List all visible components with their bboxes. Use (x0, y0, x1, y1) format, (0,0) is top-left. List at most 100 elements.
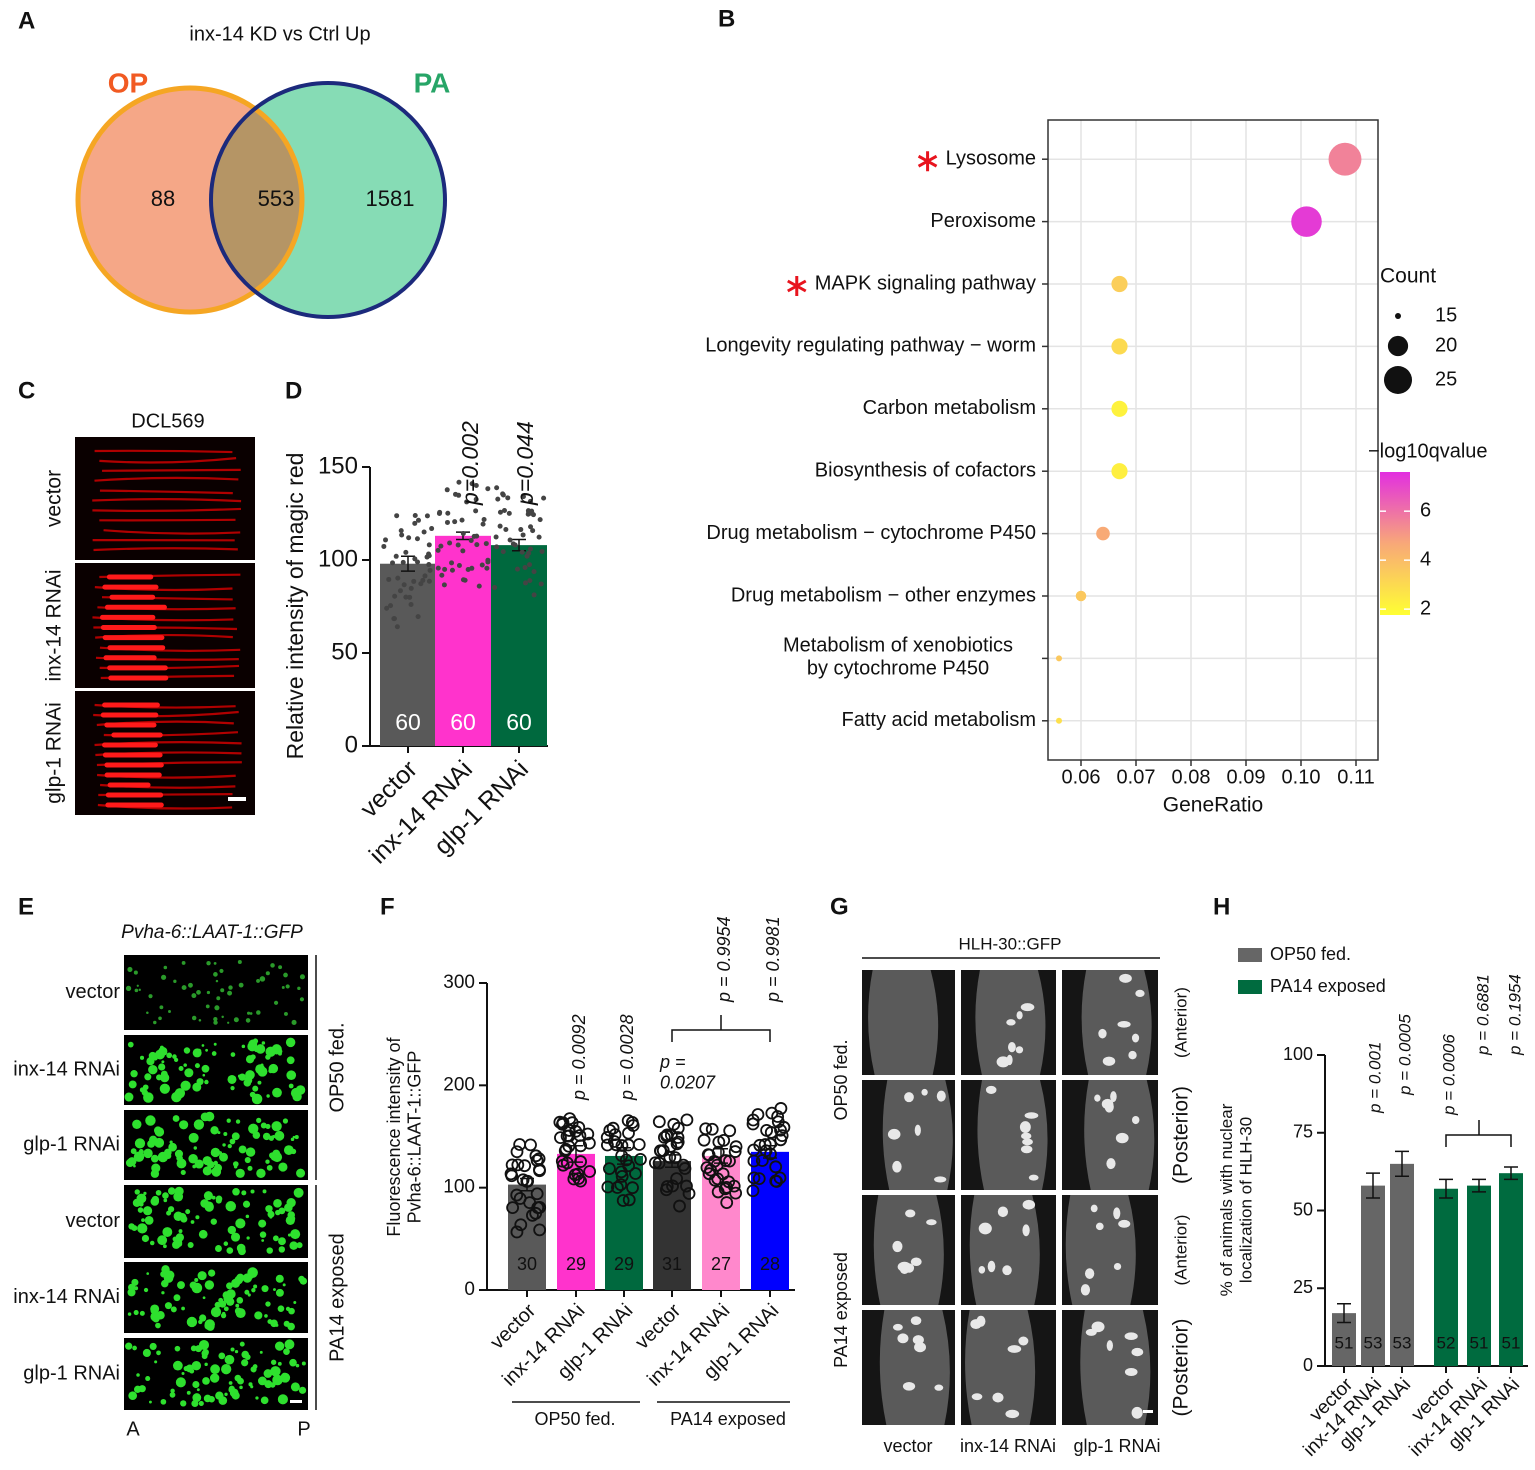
puncta-decoration (191, 1399, 199, 1408)
point-decoration (531, 569, 537, 575)
point-decoration (393, 553, 399, 559)
puncta-decoration (274, 1002, 277, 1005)
point-decoration (601, 1180, 615, 1194)
nucleus-decoration (1119, 973, 1132, 983)
comparison-bracket (1445, 1120, 1512, 1147)
bar (1499, 1173, 1523, 1366)
puncta-decoration (235, 1218, 246, 1229)
nucleus-decoration (914, 1124, 921, 1136)
puncta-decoration (234, 1350, 239, 1354)
worm-decoration (99, 518, 236, 522)
puncta-decoration (150, 1308, 156, 1314)
puncta-decoration (197, 1048, 202, 1053)
puncta-decoration (200, 1199, 210, 1208)
point-decoration (614, 1178, 628, 1191)
nucleus-decoration (1006, 1019, 1016, 1026)
puncta-decoration (139, 1055, 145, 1060)
point-decoration (442, 566, 448, 572)
puncta-decoration (185, 1209, 191, 1215)
worm-decoration (969, 1195, 1040, 1305)
puncta-decoration (204, 1111, 215, 1122)
point-decoration (777, 1120, 791, 1134)
legend-dot (1384, 366, 1412, 394)
worm-decoration (977, 1080, 1048, 1190)
puncta-decoration (133, 970, 138, 975)
point-decoration (408, 585, 414, 591)
column-label: glp-1 RNAi (1073, 1436, 1160, 1456)
point-decoration (468, 537, 474, 543)
highlight-star (787, 276, 807, 296)
n-label: 30 (517, 1254, 537, 1274)
nucleus-decoration (1024, 1112, 1039, 1119)
n-label: 27 (711, 1254, 731, 1274)
puncta-decoration (271, 1135, 276, 1139)
puncta-decoration (241, 1359, 249, 1367)
puncta-decoration (175, 1295, 180, 1301)
puncta-decoration (278, 965, 283, 970)
puncta-decoration (204, 1321, 213, 1330)
puncta-decoration (269, 1382, 276, 1388)
puncta-decoration (241, 1190, 247, 1196)
point-decoration (558, 1144, 572, 1158)
dot (1111, 275, 1128, 293)
nucleus-decoration (1104, 1101, 1114, 1113)
y-tick-label: 50 (331, 638, 358, 665)
point-decoration (615, 1169, 629, 1183)
error-bar (1366, 1172, 1380, 1199)
puncta-decoration (245, 1214, 250, 1219)
point-decoration (746, 1184, 760, 1198)
puncta-decoration (227, 1021, 230, 1024)
puncta-decoration (148, 1051, 157, 1060)
point-decoration (481, 516, 487, 522)
dot (1075, 590, 1087, 602)
puncta-decoration (150, 1154, 159, 1163)
bar (1361, 1185, 1385, 1366)
nucleus-decoration (892, 1160, 902, 1173)
puncta-decoration (245, 1018, 251, 1023)
row-label: inx-14 RNAi (13, 1058, 120, 1080)
point-decoration (422, 573, 428, 579)
puncta-decoration (169, 1140, 173, 1144)
colorbar-label: 6 (1420, 499, 1431, 521)
point-decoration (390, 560, 396, 566)
puncta-decoration (133, 1151, 145, 1162)
point-decoration (473, 483, 479, 489)
worm-decoration (965, 1310, 1036, 1425)
point-decoration (522, 564, 528, 570)
point-decoration (554, 1131, 567, 1145)
puncta-decoration (301, 1361, 306, 1366)
puncta-decoration (213, 1016, 218, 1022)
point-decoration (520, 494, 526, 500)
panel-letter: A (18, 7, 35, 34)
puncta-decoration (187, 1241, 194, 1248)
point-decoration (500, 492, 506, 498)
n-label: 60 (506, 709, 532, 735)
venn-overlap (211, 88, 302, 312)
point-decoration (682, 1187, 696, 1200)
nucleus-decoration (1005, 1409, 1020, 1419)
puncta-decoration (191, 993, 197, 999)
panel-letter: D (285, 377, 302, 404)
puncta-decoration (265, 1046, 276, 1057)
puncta-decoration (159, 1005, 164, 1010)
point-decoration (664, 1128, 678, 1142)
image-title: HLH-30::GFP (959, 934, 1062, 953)
puncta-decoration (289, 1358, 297, 1367)
puncta-decoration (231, 1278, 241, 1288)
puncta-decoration (261, 1041, 266, 1045)
point-decoration (504, 1167, 518, 1181)
puncta-decoration (194, 1063, 200, 1069)
puncta-decoration (259, 976, 266, 982)
point-decoration (394, 513, 400, 519)
puncta-decoration (230, 1232, 241, 1242)
point-decoration (670, 1172, 684, 1186)
puncta-decoration (136, 984, 139, 987)
point-decoration (530, 1187, 544, 1201)
puncta-decoration (175, 1233, 185, 1242)
panel-letter: B (718, 5, 735, 32)
p-value: p=0.002 (457, 421, 483, 506)
point-decoration (582, 1136, 596, 1150)
error-bar (1395, 1150, 1409, 1178)
puncta-decoration (227, 1225, 237, 1235)
dot (1111, 463, 1128, 480)
